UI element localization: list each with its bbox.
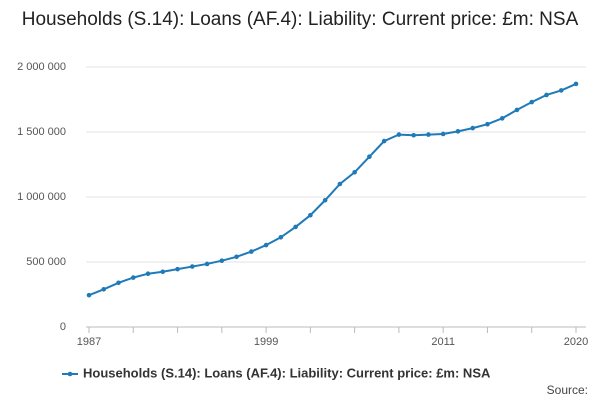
x-tick-label: 1999: [254, 336, 278, 348]
x-tick-label: 2011: [431, 336, 455, 348]
data-point: [308, 212, 313, 218]
data-point: [101, 287, 107, 292]
data-point: [234, 254, 239, 260]
data-point: [499, 116, 505, 121]
data-point: [558, 88, 564, 93]
y-tick-label: 0: [60, 321, 66, 333]
data-point: [219, 258, 225, 264]
x-tick-label: 2020: [564, 336, 588, 348]
data-point: [367, 154, 372, 159]
data-point: [160, 269, 166, 275]
data-line: [88, 82, 577, 297]
chart-title: Households (S.14): Loans (AF.4): Liabili…: [21, 9, 579, 30]
data-point: [190, 264, 195, 269]
data-point: [529, 99, 535, 105]
data-point: [249, 249, 254, 254]
data-point: [263, 242, 269, 248]
y-tick-label: 2 000 000: [17, 61, 66, 73]
data-point: [86, 292, 92, 298]
data-point: [485, 121, 490, 127]
data-point: [426, 132, 431, 137]
data-point: [278, 235, 284, 240]
data-point: [440, 131, 446, 137]
data-point: [337, 181, 343, 187]
x-tick-label: 1987: [77, 336, 101, 348]
data-point: [175, 266, 180, 272]
data-point: [145, 271, 151, 277]
y-tick-label: 1 500 000: [17, 126, 66, 138]
y-tick-label: 500 000: [26, 256, 66, 268]
legend-label: Households (S.14): Loans (AF.4): Liabili…: [83, 365, 491, 380]
data-point: [352, 170, 357, 175]
data-point: [322, 197, 328, 203]
source: Source:: [547, 383, 588, 397]
y-tick-label: 1 000 000: [17, 191, 66, 203]
data-point: [130, 275, 136, 280]
data-point: [293, 224, 298, 230]
data-point: [470, 125, 475, 131]
data-point: [573, 81, 579, 87]
data-point: [514, 107, 520, 113]
data-point: [204, 261, 210, 267]
data-point: [544, 92, 549, 98]
data-point: [455, 129, 461, 134]
data-point: [411, 132, 416, 138]
data-point: [396, 132, 402, 137]
legend-marker: [67, 371, 73, 377]
data-point: [116, 280, 121, 286]
data-point: [381, 138, 387, 144]
